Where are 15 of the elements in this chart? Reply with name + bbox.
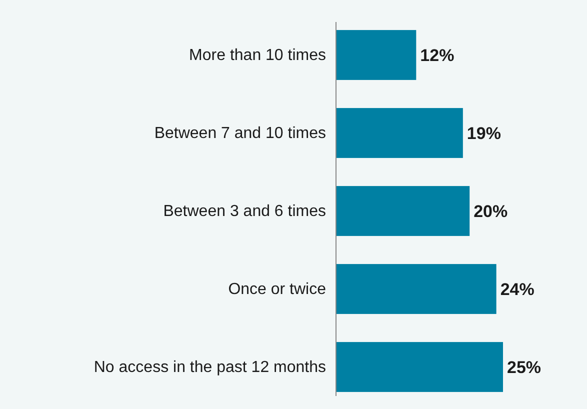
y-tick-label: Between 3 and 6 times bbox=[163, 203, 326, 220]
y-tick-label: Once or twice bbox=[228, 281, 326, 298]
bar bbox=[336, 264, 496, 314]
data-label: 24% bbox=[500, 280, 534, 299]
data-label: 19% bbox=[466, 124, 501, 143]
bar bbox=[336, 342, 503, 392]
data-label: 12% bbox=[420, 46, 454, 65]
y-tick-label: No access in the past 12 months bbox=[94, 359, 326, 376]
data-label: 25% bbox=[507, 358, 542, 377]
y-tick-label: Between 7 and 10 times bbox=[154, 125, 326, 142]
data-label: 20% bbox=[474, 202, 508, 221]
y-tick-label: More than 10 times bbox=[189, 47, 326, 64]
bar bbox=[336, 108, 463, 158]
bar bbox=[336, 186, 470, 236]
bar bbox=[336, 30, 416, 80]
